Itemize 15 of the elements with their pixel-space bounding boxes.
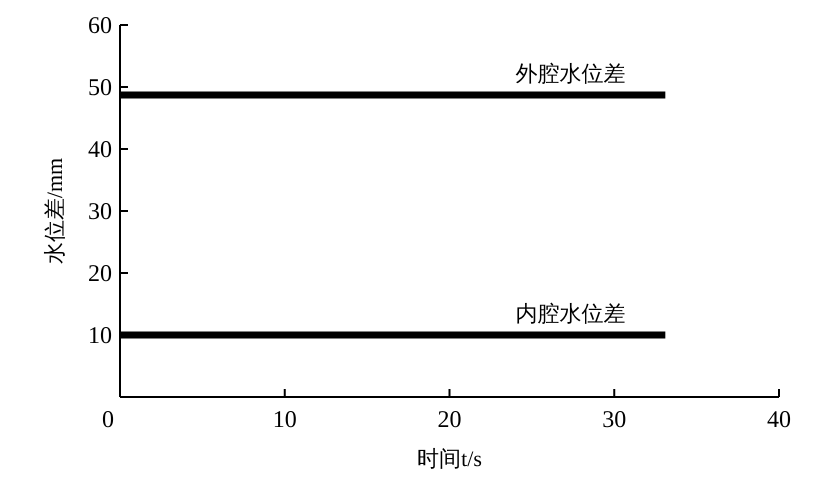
series-label: 外腔水位差 [515, 61, 626, 86]
x-tick-label: 30 [602, 407, 626, 433]
y-axis-title: 水位差/mm [42, 158, 67, 264]
x-tick-label: 0 [102, 407, 114, 433]
y-tick-label: 40 [88, 137, 112, 163]
x-tick-label: 40 [767, 407, 791, 433]
x-tick-label: 10 [272, 407, 297, 433]
series-label: 内腔水位差 [515, 301, 626, 326]
y-tick-label: 60 [88, 13, 112, 39]
y-tick-label: 30 [88, 199, 112, 225]
y-tick-label: 20 [88, 261, 112, 287]
x-axis-title: 时间t/s [417, 446, 482, 471]
y-tick-label: 10 [88, 323, 112, 349]
x-tick-label: 20 [438, 407, 462, 433]
y-tick-label: 50 [88, 75, 112, 101]
